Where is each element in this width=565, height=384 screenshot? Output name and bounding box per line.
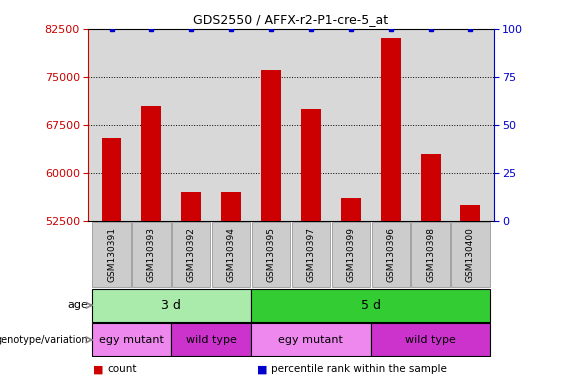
Text: GSM130393: GSM130393 [147, 227, 156, 282]
Bar [251, 323, 371, 356]
Text: GSM130396: GSM130396 [386, 227, 395, 282]
Bar [341, 199, 361, 221]
Bar [92, 289, 251, 322]
Bar [132, 222, 171, 286]
Bar [141, 106, 162, 221]
Text: GSM130391: GSM130391 [107, 227, 116, 282]
Bar [332, 222, 370, 286]
Text: percentile rank within the sample: percentile rank within the sample [271, 364, 447, 374]
Text: egy mutant: egy mutant [99, 335, 164, 345]
Text: GSM130399: GSM130399 [346, 227, 355, 282]
Bar [261, 70, 281, 221]
Bar [411, 222, 450, 286]
Bar [372, 222, 410, 286]
Text: GSM130394: GSM130394 [227, 227, 236, 282]
Bar [172, 222, 210, 286]
Text: egy mutant: egy mutant [279, 335, 344, 345]
Text: wild type: wild type [405, 335, 456, 345]
Bar [251, 289, 490, 322]
Text: age: age [67, 300, 88, 310]
Text: 3 d: 3 d [162, 299, 181, 312]
Text: GSM130400: GSM130400 [466, 227, 475, 282]
Text: GSM130395: GSM130395 [267, 227, 276, 282]
Bar [301, 109, 321, 221]
Text: GSM130392: GSM130392 [187, 227, 195, 282]
Bar [92, 222, 131, 286]
Text: count: count [107, 364, 137, 374]
Title: GDS2550 / AFFX-r2-P1-cre-5_at: GDS2550 / AFFX-r2-P1-cre-5_at [193, 13, 389, 26]
Bar [181, 192, 201, 221]
Bar [102, 137, 121, 221]
Text: ■: ■ [93, 364, 104, 374]
Bar [381, 38, 401, 221]
Bar [252, 222, 290, 286]
Bar [92, 323, 171, 356]
Bar [371, 323, 490, 356]
Bar [212, 222, 250, 286]
Bar [451, 222, 490, 286]
Text: 5 d: 5 d [360, 299, 381, 312]
Bar [221, 192, 241, 221]
Bar [420, 154, 441, 221]
Bar [460, 205, 480, 221]
Text: GSM130397: GSM130397 [306, 227, 315, 282]
Bar [171, 323, 251, 356]
Text: GSM130398: GSM130398 [426, 227, 435, 282]
Text: wild type: wild type [186, 335, 237, 345]
Text: genotype/variation: genotype/variation [0, 335, 88, 345]
Text: ■: ■ [257, 364, 268, 374]
Bar [292, 222, 330, 286]
